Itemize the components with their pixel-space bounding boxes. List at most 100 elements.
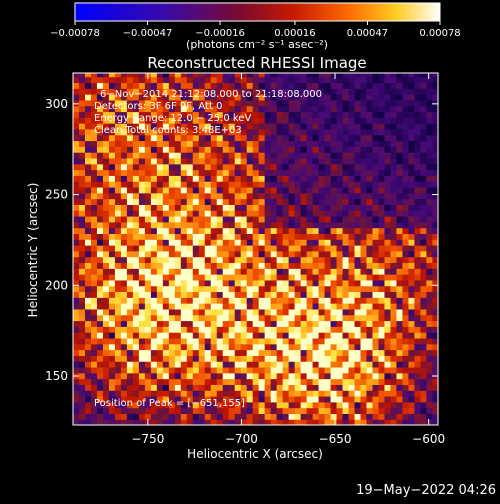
heatmap-cell	[150, 210, 158, 217]
heatmap-cell	[204, 308, 212, 316]
heatmap-cell	[258, 279, 266, 287]
heatmap-cell	[96, 163, 104, 171]
heatmap-cell	[348, 152, 356, 159]
heatmap-cell	[162, 239, 170, 246]
heatmap-cell	[78, 128, 86, 136]
heatmap-cell	[216, 146, 224, 153]
heatmap-cell	[234, 279, 242, 287]
heatmap-cell	[426, 94, 433, 101]
heatmap-cell	[120, 291, 128, 298]
heatmap-cell	[408, 239, 416, 246]
heatmap-cell	[414, 268, 422, 275]
heatmap-cell	[126, 186, 134, 194]
heatmap-cell	[318, 401, 326, 409]
heatmap-cell	[396, 175, 404, 182]
heatmap-cell	[204, 250, 212, 258]
heatmap-cell	[318, 291, 326, 298]
heatmap-cell	[234, 227, 242, 234]
heatmap-cell	[432, 366, 438, 374]
heatmap-cell	[204, 105, 212, 113]
heatmap-cell	[96, 227, 104, 234]
heatmap-cell	[216, 349, 224, 356]
heatmap-cell	[84, 256, 92, 264]
heatmap-cell	[396, 94, 404, 101]
heatmap-cell	[402, 94, 410, 101]
heatmap-cell	[258, 204, 266, 211]
heatmap-cell	[348, 303, 356, 310]
heatmap-cell	[264, 111, 272, 118]
heatmap-cell	[144, 314, 152, 322]
heatmap-cell	[348, 256, 356, 264]
heatmap-cell	[144, 215, 152, 223]
heatmap-cell	[348, 361, 356, 368]
heatmap-cell	[234, 215, 242, 223]
heatmap-cell	[270, 366, 278, 374]
heatmap-cell	[144, 320, 152, 327]
heatmap-cell	[354, 73, 362, 78]
heatmap-cell	[174, 210, 182, 217]
heatmap-cell	[234, 314, 242, 322]
heatmap-cell	[414, 181, 422, 188]
heatmap-cell	[78, 152, 86, 159]
heatmap-cell	[120, 279, 128, 287]
heatmap-cell	[102, 297, 110, 304]
heatmap-cell	[300, 245, 308, 252]
heatmap-cell	[96, 401, 104, 409]
heatmap-cell	[294, 111, 302, 118]
heatmap-cell	[282, 378, 290, 385]
heatmap-cell	[73, 361, 80, 368]
heatmap-cell	[234, 169, 242, 176]
heatmap-cell	[108, 401, 116, 409]
heatmap-cell	[348, 186, 356, 194]
heatmap-cell	[330, 175, 338, 182]
heatmap-cell	[342, 175, 350, 182]
heatmap-cell	[78, 99, 86, 107]
heatmap-cell	[264, 337, 272, 345]
heatmap-cell	[180, 169, 188, 176]
heatmap-cell	[84, 198, 92, 205]
heatmap-cell	[222, 419, 230, 425]
heatmap-cell	[264, 320, 272, 327]
heatmap-cell	[96, 198, 104, 205]
heatmap-cell	[144, 157, 152, 165]
heatmap-cell	[264, 117, 272, 124]
heatmap-cell	[174, 198, 182, 205]
heatmap-cell	[108, 198, 116, 205]
heatmap-cell	[210, 123, 218, 130]
heatmap-cell	[342, 198, 350, 205]
heatmap-cell	[372, 378, 380, 385]
heatmap-cell	[294, 198, 302, 205]
heatmap-cell	[330, 250, 338, 258]
heatmap-cell	[270, 285, 278, 293]
heatmap-cell	[306, 285, 314, 293]
heatmap-cell	[414, 239, 422, 246]
heatmap-cell	[84, 314, 92, 322]
heatmap-cell	[180, 163, 188, 171]
heatmap-cell	[156, 146, 164, 153]
heatmap-cell	[384, 378, 392, 385]
heatmap-cell	[414, 245, 422, 252]
heatmap-cell	[408, 343, 416, 351]
heatmap-cell	[306, 250, 314, 258]
heatmap-cell	[192, 279, 200, 287]
heatmap-cell	[234, 250, 242, 258]
heatmap-cell	[114, 163, 122, 171]
heatmap-cell	[348, 274, 356, 281]
heatmap-cell	[366, 320, 374, 327]
heatmap-cell	[270, 407, 278, 414]
heatmap-cell	[294, 349, 302, 356]
heatmap-cell	[240, 192, 248, 200]
heatmap-cell	[114, 407, 122, 414]
heatmap-cell	[402, 245, 410, 252]
heatmap-cell	[426, 401, 433, 409]
heatmap-cell	[396, 308, 404, 316]
heatmap-cell	[372, 152, 380, 159]
heatmap-cell	[372, 245, 380, 252]
heatmap-cell	[240, 88, 248, 95]
heatmap-cell	[426, 297, 433, 304]
heatmap-cell	[150, 204, 158, 211]
heatmap-cell	[294, 221, 302, 229]
heatmap-cell	[102, 192, 110, 200]
heatmap-cell	[132, 169, 140, 176]
heatmap-cell	[312, 105, 320, 113]
